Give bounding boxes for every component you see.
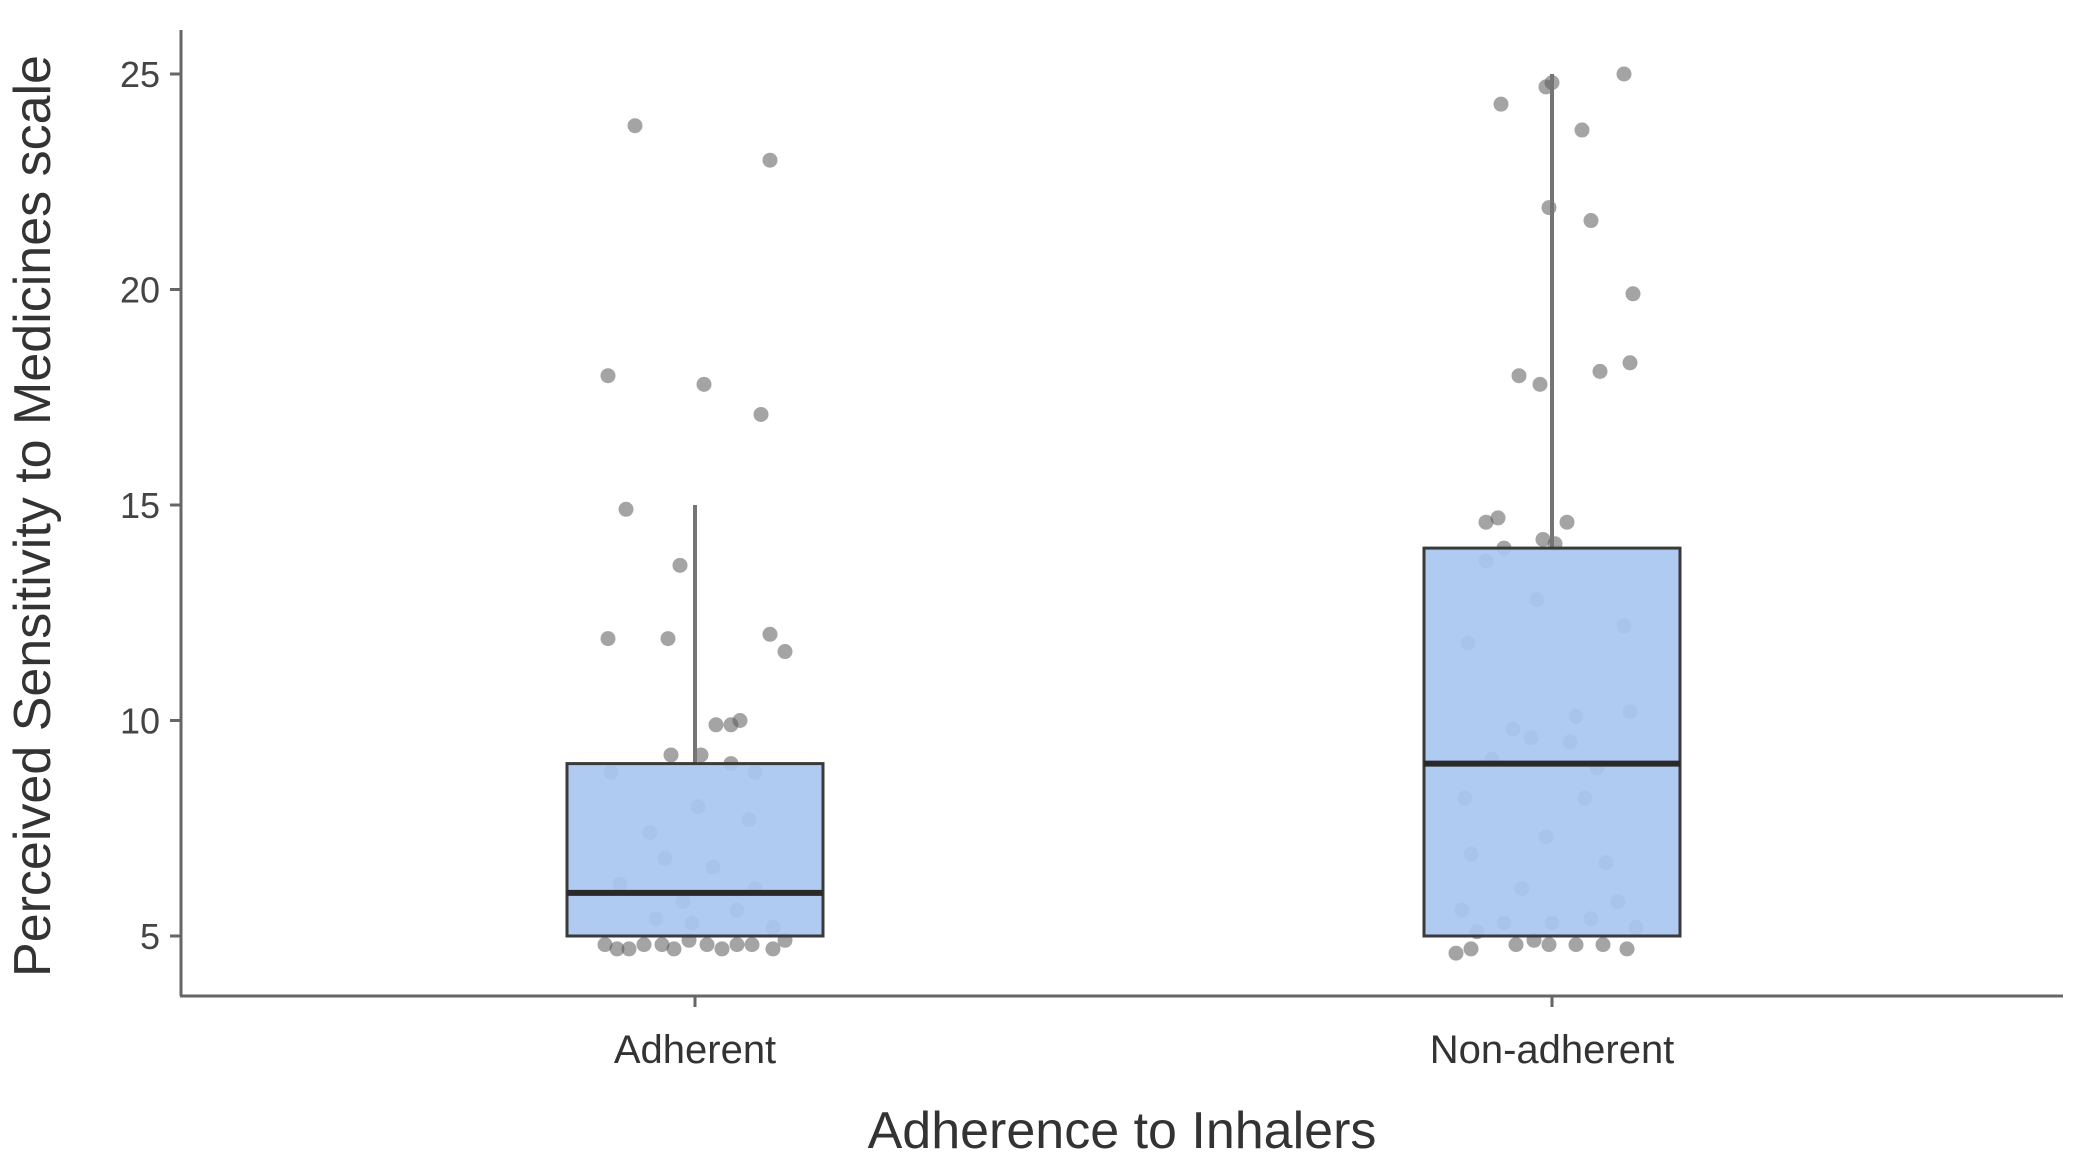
data-point [1535, 531, 1551, 547]
data-point [1574, 122, 1590, 138]
data-point [1463, 941, 1479, 957]
data-point [1493, 96, 1509, 112]
box-adherent [565, 762, 825, 938]
data-point [693, 747, 709, 763]
x-axis-title: Adherence to Inhalers [868, 1102, 1377, 1160]
data-point [666, 941, 682, 957]
data-point [672, 557, 688, 573]
data-point [1595, 937, 1611, 953]
data-point [618, 501, 634, 517]
data-point [660, 631, 676, 647]
data-point [723, 717, 739, 733]
data-point [696, 376, 712, 392]
data-point [708, 717, 724, 733]
data-point [1616, 66, 1632, 82]
data-point [699, 937, 715, 953]
x-tick-label: Adherent [614, 1028, 776, 1072]
data-point [597, 937, 613, 953]
y-tick-label: 5 [140, 916, 160, 957]
y-tick-label: 25 [120, 54, 160, 95]
data-point [1508, 937, 1524, 953]
data-point [714, 941, 730, 957]
data-point [636, 937, 652, 953]
data-point [627, 118, 643, 134]
boxes-layer [565, 74, 1682, 938]
data-point [1583, 213, 1599, 229]
data-point [1478, 514, 1494, 530]
y-axis-title: Perceived Sensitivity to Medicines scale [4, 55, 62, 977]
data-point [609, 941, 625, 957]
data-point [1622, 355, 1638, 371]
data-point [654, 937, 670, 953]
data-point [753, 406, 769, 422]
data-point [744, 937, 760, 953]
data-point [621, 941, 637, 957]
data-point [1532, 376, 1548, 392]
data-point [1625, 286, 1641, 302]
data-point [1541, 937, 1557, 953]
data-point [762, 626, 778, 642]
data-point [600, 631, 616, 647]
data-point [729, 937, 745, 953]
data-point [1541, 200, 1557, 216]
data-point [1559, 514, 1575, 530]
data-point [600, 368, 616, 384]
data-point [1448, 945, 1464, 961]
axes-layer [179, 30, 2063, 998]
data-point [663, 747, 679, 763]
data-point [777, 644, 793, 660]
ticks-layer: 5 10 15 20 25 Adherent Non-adherent [120, 54, 1674, 1072]
data-point [762, 152, 778, 168]
y-tick-label: 15 [120, 485, 160, 526]
data-point [1538, 79, 1554, 95]
y-tick-label: 10 [120, 701, 160, 742]
y-tick-label: 20 [120, 270, 160, 311]
box-non-adherent [1422, 546, 1682, 938]
data-point [1490, 510, 1506, 526]
data-point [1511, 368, 1527, 384]
data-point [765, 941, 781, 957]
data-point [1568, 937, 1584, 953]
x-tick-label: Non-adherent [1430, 1028, 1675, 1072]
data-point [1592, 363, 1608, 379]
data-point [1619, 941, 1635, 957]
